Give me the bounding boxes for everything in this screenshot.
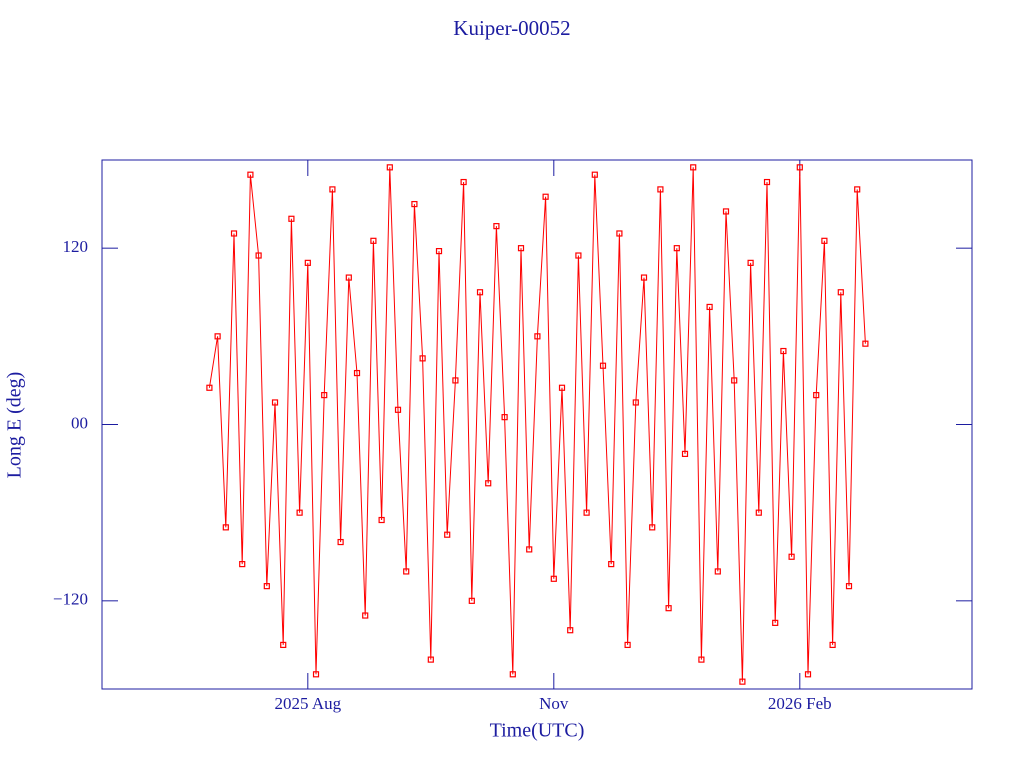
data-point — [485, 480, 492, 487]
data-point — [509, 671, 516, 678]
data-point — [239, 560, 246, 568]
data-point — [534, 333, 541, 340]
data-point — [493, 223, 500, 230]
data-point — [731, 377, 738, 384]
data-point — [296, 509, 303, 516]
data-point — [780, 347, 787, 355]
data-point — [854, 186, 861, 193]
data-point — [460, 178, 467, 186]
data-point — [403, 568, 410, 575]
data-point — [796, 164, 803, 171]
data-point — [444, 531, 451, 538]
data-point — [263, 583, 270, 590]
y-tick-label: −120 — [53, 590, 88, 609]
y-tick-label: 00 — [71, 413, 88, 432]
data-point — [813, 392, 820, 399]
data-point — [722, 208, 730, 215]
data-point — [476, 289, 484, 296]
data-point — [837, 289, 844, 296]
plot-frame — [101, 159, 973, 690]
data-point — [321, 392, 328, 399]
data-point — [690, 164, 697, 171]
data-point — [468, 597, 475, 604]
data-point — [567, 627, 574, 634]
data-point — [419, 355, 426, 362]
data-point — [821, 237, 828, 244]
data-point — [271, 399, 279, 406]
data-point — [222, 524, 229, 531]
data-point — [575, 252, 582, 259]
data-point — [329, 186, 336, 193]
x-axis-label: Time(UTC) — [490, 720, 585, 742]
data-point — [345, 274, 352, 281]
data-point — [304, 259, 311, 266]
data-point — [755, 509, 762, 516]
data-point — [362, 612, 369, 619]
data-point — [394, 406, 402, 413]
x-tick-label: Nov — [539, 694, 569, 713]
data-point — [312, 671, 320, 678]
data-point — [608, 560, 615, 568]
data-point — [206, 384, 213, 391]
data-point — [788, 553, 795, 560]
data-point — [739, 678, 746, 685]
data-line — [208, 167, 866, 682]
data-point — [772, 619, 779, 626]
data-point — [714, 568, 721, 575]
data-point — [526, 546, 533, 553]
data-point — [673, 245, 680, 252]
data-point — [386, 164, 393, 171]
data-point — [542, 193, 549, 200]
y-tick-label: 120 — [63, 237, 89, 256]
data-point — [550, 575, 557, 582]
data-point — [640, 274, 648, 281]
data-point — [452, 377, 459, 384]
y-axis-label: Long E (deg) — [4, 372, 26, 479]
data-point — [665, 605, 672, 612]
data-point — [214, 333, 221, 340]
data-point — [255, 252, 262, 259]
data-point — [862, 340, 869, 347]
data-point — [804, 671, 812, 678]
data-point — [247, 171, 254, 178]
data-point — [501, 414, 508, 421]
data-point — [370, 237, 377, 244]
data-point — [517, 245, 525, 252]
data-point — [591, 171, 598, 178]
data-point — [378, 516, 385, 524]
data-point — [698, 656, 705, 663]
data-point — [427, 656, 434, 663]
data-point — [288, 215, 295, 222]
data-point — [230, 230, 238, 237]
data-point — [845, 583, 853, 590]
x-tick-label: 2026 Feb — [768, 694, 832, 713]
data-point — [624, 641, 631, 649]
data-point — [657, 186, 664, 193]
data-point — [337, 538, 344, 546]
x-tick-label: 2025 Aug — [275, 694, 342, 713]
data-point — [632, 399, 639, 406]
data-point — [411, 200, 418, 208]
data-point — [353, 369, 361, 377]
data-point — [280, 641, 287, 649]
data-point — [558, 384, 566, 391]
data-point — [706, 303, 713, 311]
data-point — [616, 230, 623, 237]
data-point — [435, 248, 443, 255]
data-point — [583, 509, 590, 516]
data-point — [829, 641, 836, 649]
chart-title: Kuiper-00052 — [453, 16, 570, 40]
data-point — [649, 524, 656, 531]
data-point — [763, 178, 771, 186]
data-point — [747, 259, 754, 266]
data-point — [599, 362, 607, 369]
data-point — [681, 450, 689, 457]
